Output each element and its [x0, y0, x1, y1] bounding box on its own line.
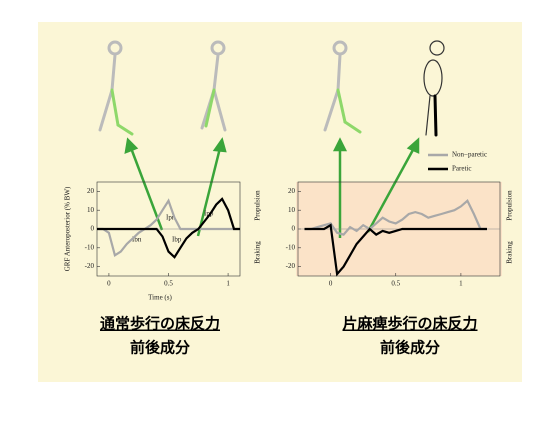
y-tick-label: 10: [87, 206, 95, 214]
annotation: Ibn: [132, 236, 142, 244]
caption: 前後成分: [130, 339, 190, 357]
annotation: Ipn: [166, 214, 176, 222]
figures: [98, 40, 445, 137]
y-tick-label: -10: [286, 243, 296, 251]
line-series: [304, 199, 487, 236]
caption: 片麻痺歩行の床反力: [342, 315, 477, 333]
line-series: [97, 197, 240, 259]
caption: 前後成分: [380, 339, 440, 357]
legend-label: Paretic: [452, 165, 471, 173]
x-tick-label: 0: [329, 280, 333, 288]
y-tick-label: -10: [85, 243, 95, 251]
lower-label: Braking: [254, 241, 262, 264]
y-axis-label: GRF Anteroposterior (% BW): [64, 186, 72, 271]
caption: 通常歩行の床反力: [100, 315, 220, 333]
y-tick-label: 10: [288, 206, 296, 214]
arrows: [124, 137, 420, 238]
y-tick-label: 0: [292, 225, 296, 233]
y-tick-label: -20: [286, 262, 296, 270]
x-axis-label: Time (s): [148, 294, 172, 302]
x-tick-label: 0.5: [164, 280, 173, 288]
annotation: Ibp: [172, 236, 182, 244]
y-tick-label: 20: [87, 187, 95, 195]
x-tick-label: 0: [107, 280, 111, 288]
upper-label: Propulsion: [506, 190, 514, 221]
legend-label: Non−paretic: [452, 151, 487, 159]
y-tick-label: -20: [85, 262, 95, 270]
y-tick-label: 0: [91, 225, 95, 233]
line-series: [97, 198, 240, 258]
x-tick-label: 0.5: [391, 280, 400, 288]
lower-label: Braking: [506, 241, 514, 264]
line-series: [304, 223, 487, 277]
upper-label: Propulsion: [254, 190, 262, 221]
annotation: Ipp: [204, 210, 214, 218]
x-tick-label: 1: [226, 280, 230, 288]
x-tick-label: 1: [459, 280, 463, 288]
y-tick-label: 20: [288, 187, 296, 195]
